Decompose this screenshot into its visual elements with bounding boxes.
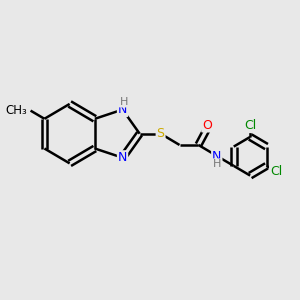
Text: Cl: Cl (270, 165, 282, 178)
Text: H: H (213, 159, 221, 169)
Text: Cl: Cl (244, 119, 256, 132)
Text: H: H (120, 97, 128, 106)
Text: O: O (202, 118, 212, 131)
Text: S: S (157, 127, 165, 140)
Text: N: N (118, 103, 127, 116)
Text: N: N (212, 150, 221, 163)
Text: N: N (118, 151, 127, 164)
Text: CH₃: CH₃ (5, 104, 27, 117)
